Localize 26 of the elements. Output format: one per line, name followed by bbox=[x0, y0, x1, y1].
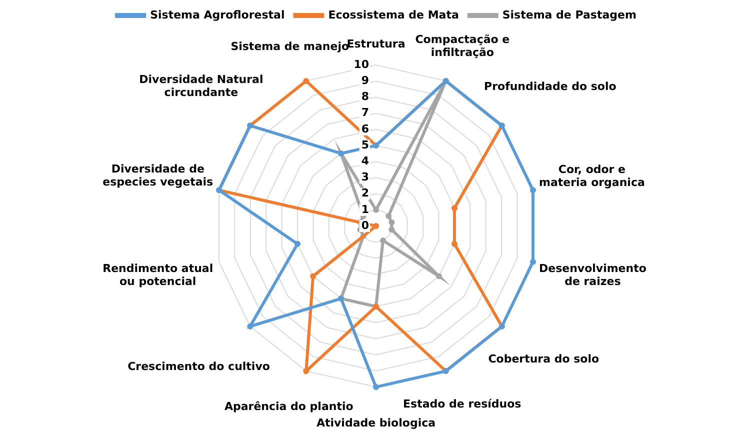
spoke-label: Compactação e infiltração bbox=[415, 32, 510, 59]
spoke-label: Rendimento atual ou potencial bbox=[102, 262, 214, 288]
y-tick-label: 7 bbox=[361, 106, 369, 120]
spoke-label: Diversidade Natural circundante bbox=[139, 72, 264, 99]
y-tick-label: 0 bbox=[361, 218, 370, 232]
spoke-label: Estado de resíduos bbox=[403, 398, 522, 411]
legend-label: Ecossistema de Mata bbox=[328, 8, 459, 22]
legend-label: Sistema Agroflorestal bbox=[150, 8, 285, 22]
y-tick-label: 1 bbox=[361, 202, 369, 216]
y-tick-label: 3 bbox=[361, 170, 369, 184]
spoke-label: Atividade biologica bbox=[316, 416, 436, 430]
spoke-label: Aparência do plantio bbox=[224, 400, 354, 413]
y-tick-label: 6 bbox=[361, 122, 370, 136]
spoke-label: Desenvolvimento de raizes bbox=[538, 262, 647, 288]
y-tick-label: 5 bbox=[361, 138, 369, 152]
y-tick-label: 2 bbox=[361, 186, 369, 200]
spoke-label: Diversidade de especies vegetais bbox=[102, 162, 214, 189]
spoke-label: Cor, odor e materia organica bbox=[539, 163, 645, 190]
y-tick-label: 9 bbox=[361, 74, 369, 87]
spoke-label: Cobertura do solo bbox=[488, 352, 600, 366]
spoke-label: Crescimento do cultivo bbox=[128, 360, 270, 374]
y-tick-label: 10 bbox=[354, 58, 370, 71]
y-tick-label: 4 bbox=[361, 154, 370, 168]
legend-label: Sistema de Pastagem bbox=[502, 8, 636, 22]
y-tick-label: 8 bbox=[361, 90, 369, 104]
spoke-label: Profundidade do solo bbox=[484, 80, 617, 93]
